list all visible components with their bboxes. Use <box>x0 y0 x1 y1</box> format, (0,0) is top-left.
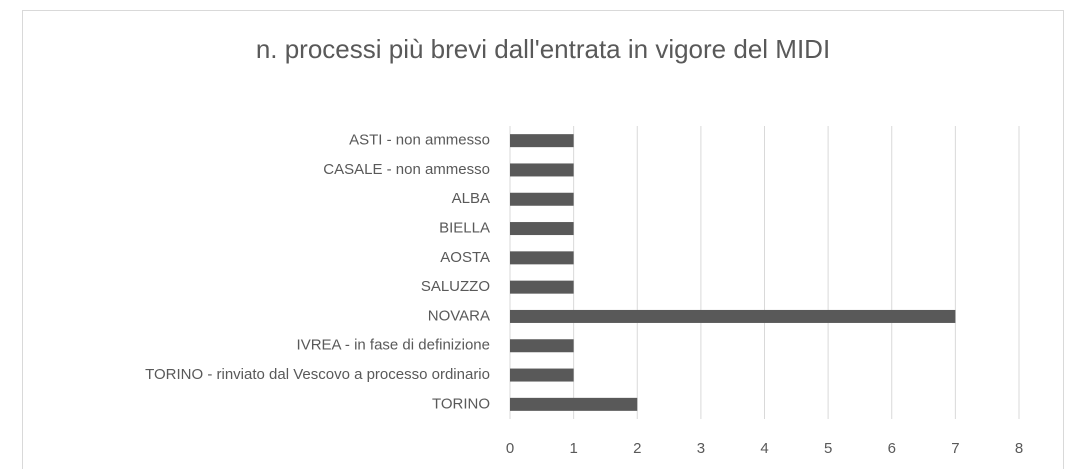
y-tick-label: BIELLA <box>439 220 490 237</box>
bar <box>510 163 574 177</box>
x-tick-label: 3 <box>697 440 705 457</box>
chart-title: n. processi più brevi dall'entrata in vi… <box>256 34 830 64</box>
x-tick-label: 5 <box>824 440 832 457</box>
y-tick-label: AOSTA <box>440 249 490 266</box>
x-tick-label: 1 <box>569 440 577 457</box>
bar <box>510 397 638 411</box>
y-tick-label: ASTI - non ammesso <box>349 132 490 149</box>
bar <box>510 368 574 382</box>
x-tick-label: 8 <box>1015 440 1023 457</box>
x-tick-label: 6 <box>888 440 896 457</box>
bar <box>510 309 956 323</box>
x-tick-label: 0 <box>506 440 514 457</box>
bar <box>510 251 574 265</box>
y-tick-label: SALUZZO <box>421 278 490 295</box>
chart-border <box>22 10 1064 469</box>
x-tick-label: 7 <box>951 440 959 457</box>
y-tick-label: CASALE - non ammesso <box>323 161 490 178</box>
y-tick-label: NOVARA <box>428 307 490 324</box>
bar <box>510 280 574 294</box>
bar <box>510 222 574 236</box>
x-tick-label: 2 <box>633 440 641 457</box>
y-tick-label: IVREA - in fase di definizione <box>297 337 490 354</box>
bar <box>510 134 574 148</box>
x-tick-label: 4 <box>760 440 768 457</box>
bar <box>510 339 574 353</box>
y-tick-label: TORINO - rinviato dal Vescovo a processo… <box>145 366 490 383</box>
bar <box>510 192 574 206</box>
y-tick-label: TORINO <box>432 395 490 412</box>
y-tick-label: ALBA <box>452 190 490 207</box>
